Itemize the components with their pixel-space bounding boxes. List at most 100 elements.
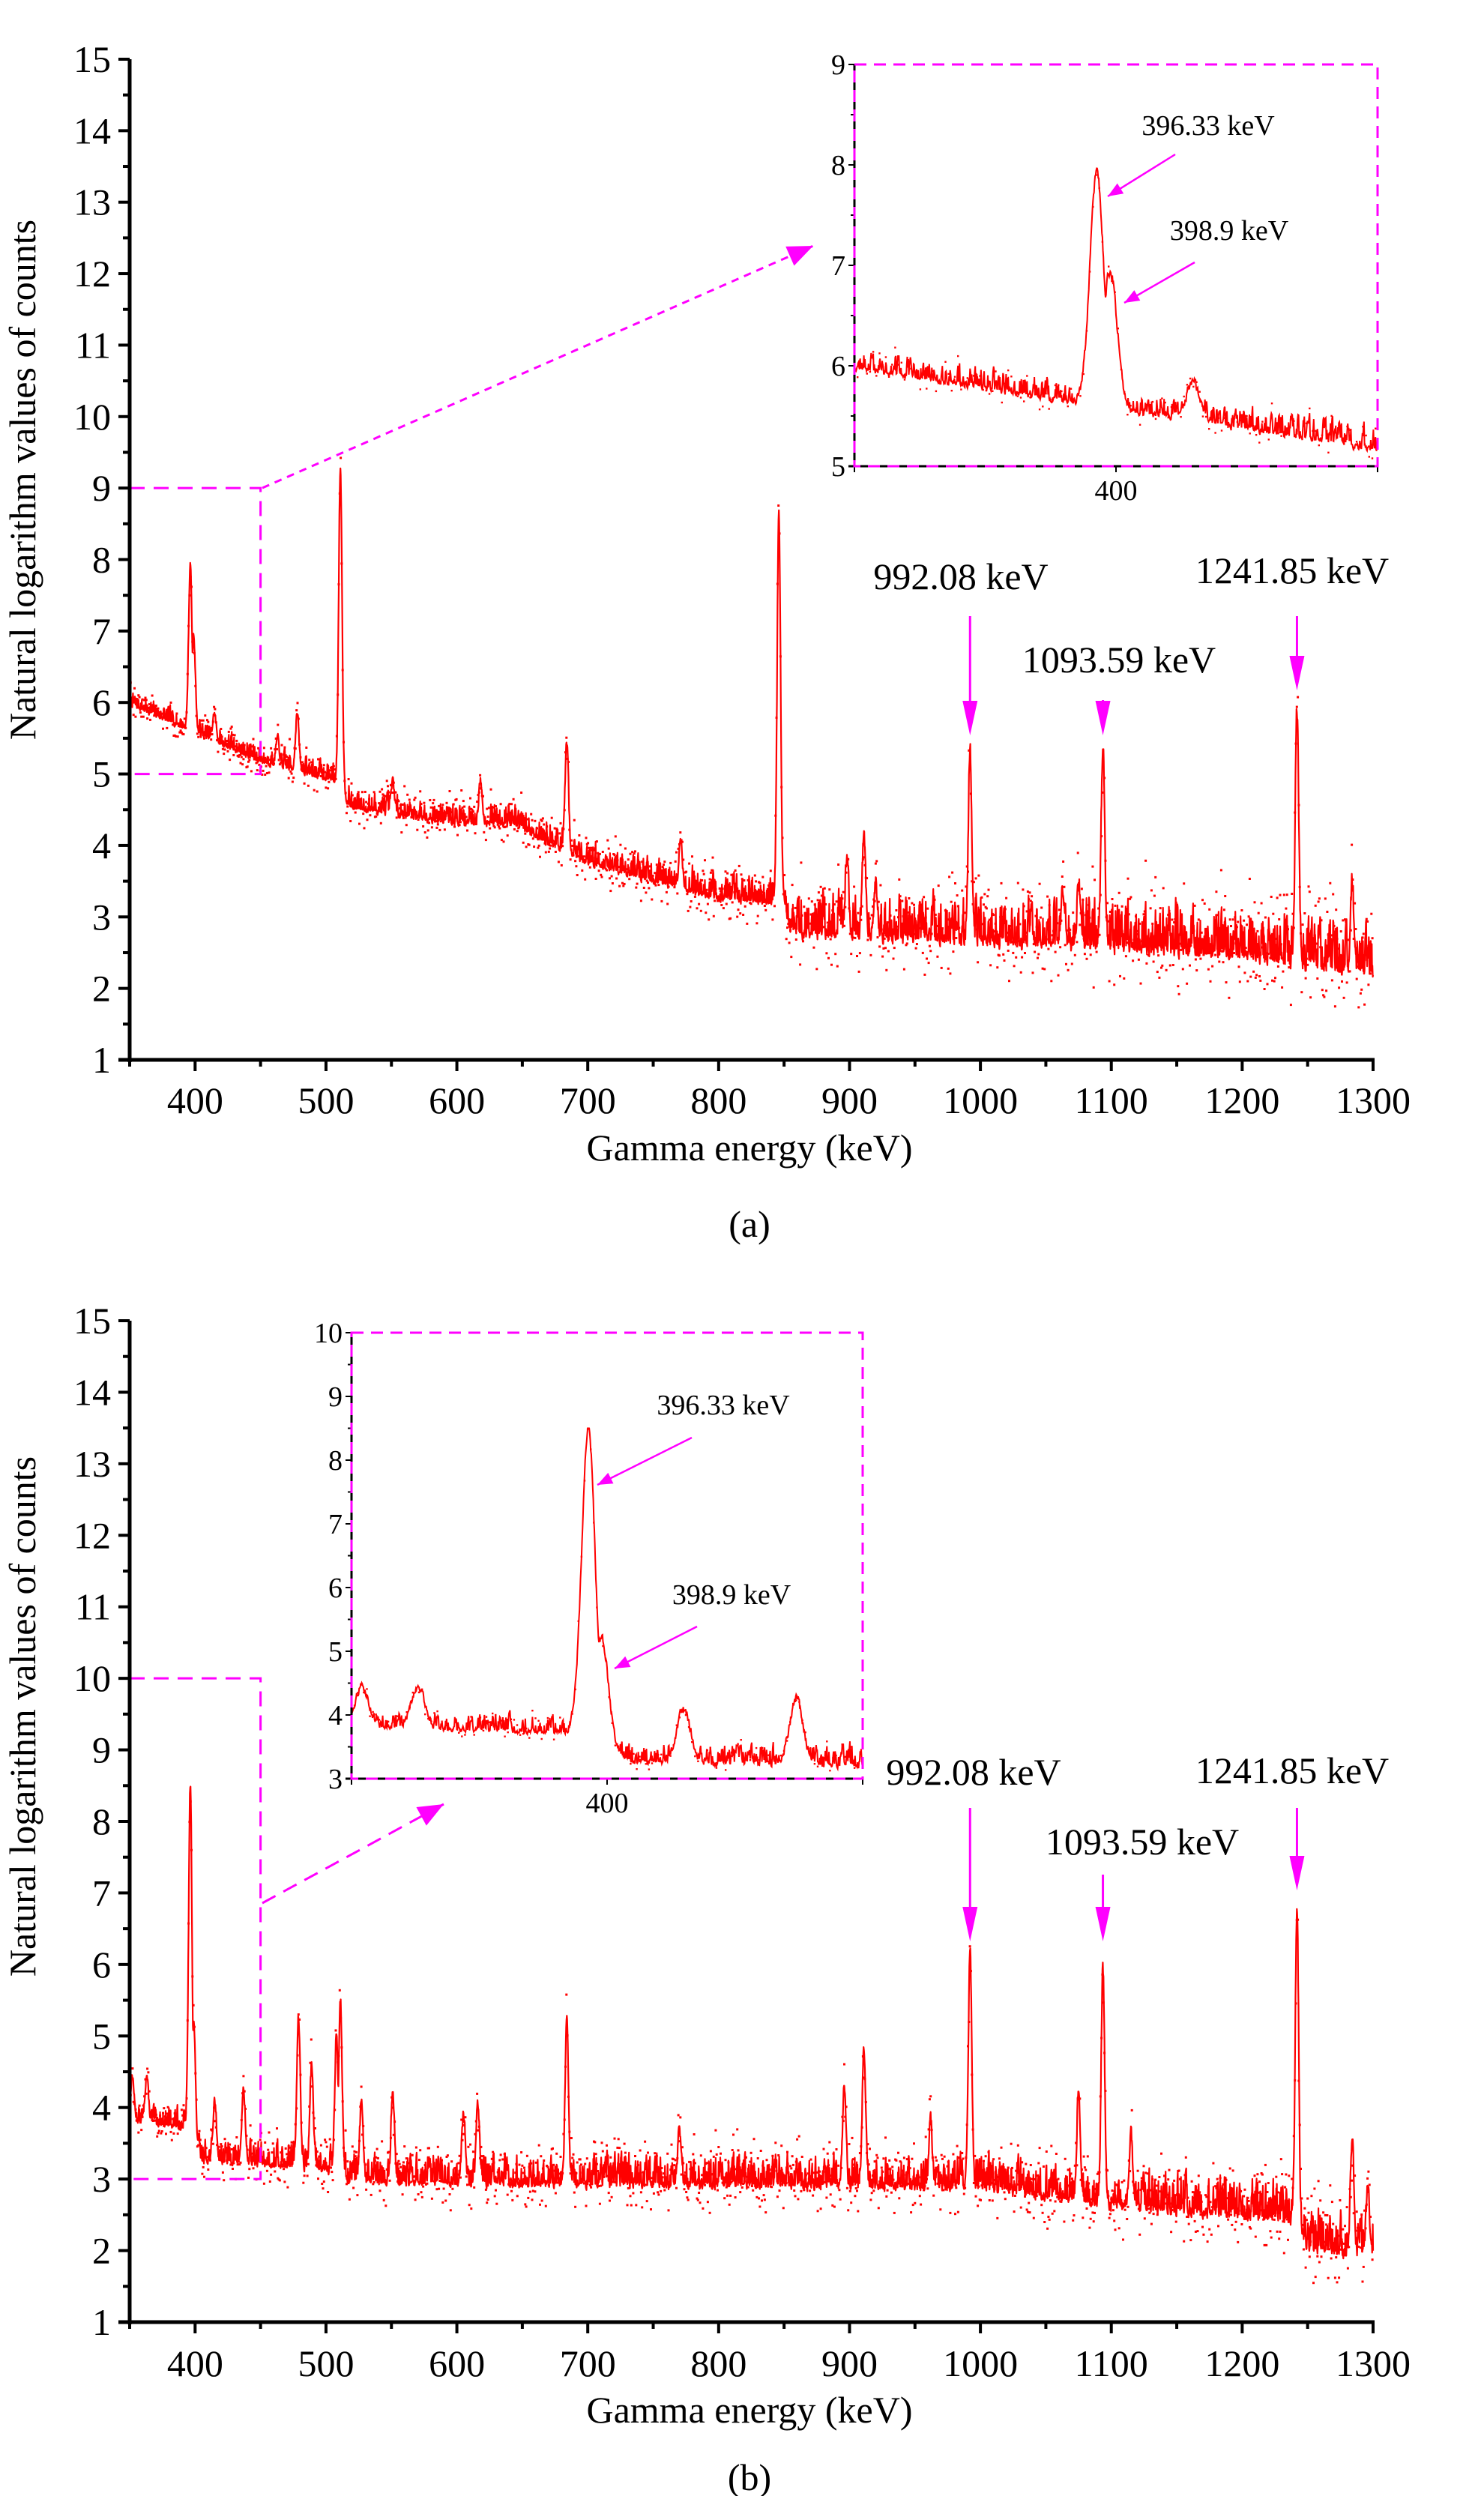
data-point — [1042, 2165, 1045, 2168]
data-point — [702, 869, 705, 872]
data-point — [1268, 2207, 1271, 2210]
data-point — [1231, 918, 1234, 921]
data-point — [1113, 983, 1116, 986]
data-point — [445, 2156, 448, 2158]
data-point — [797, 897, 800, 900]
data-point — [764, 2211, 767, 2214]
data-point — [677, 2114, 680, 2117]
inset-data-point — [522, 1733, 525, 1735]
data-point — [974, 912, 977, 915]
data-point — [1302, 948, 1305, 951]
data-point — [854, 2187, 857, 2189]
data-point — [915, 2174, 918, 2177]
data-point — [950, 900, 953, 903]
data-point — [280, 2163, 283, 2166]
data-point — [1366, 2177, 1369, 2180]
data-point — [528, 843, 531, 846]
data-point — [913, 903, 915, 906]
inset-data-point — [1321, 434, 1324, 436]
data-point — [1028, 2211, 1031, 2214]
data-point — [607, 2192, 610, 2195]
data-point — [861, 858, 864, 861]
data-point — [958, 926, 961, 929]
data-point — [290, 772, 293, 775]
data-point — [300, 768, 303, 771]
data-point — [627, 858, 630, 861]
data-point — [965, 2156, 968, 2159]
data-point — [1219, 942, 1222, 945]
data-point — [540, 819, 543, 822]
data-point — [299, 2073, 302, 2076]
data-point — [772, 2177, 775, 2180]
data-point — [1330, 934, 1333, 937]
data-point — [1351, 843, 1354, 846]
data-point — [735, 2168, 738, 2171]
inset-data-point — [1001, 401, 1003, 404]
inset-data-point — [1067, 405, 1069, 408]
data-point — [335, 2047, 338, 2050]
data-point — [614, 835, 617, 838]
data-point — [836, 965, 839, 968]
inset-data-point — [430, 1720, 432, 1722]
data-point — [392, 2133, 395, 2136]
data-point — [1067, 927, 1070, 930]
data-point — [881, 2170, 884, 2173]
data-point — [576, 874, 579, 876]
data-point — [1119, 974, 1121, 977]
data-point — [525, 845, 528, 848]
inset-data-point — [519, 1734, 522, 1736]
data-point — [690, 900, 693, 902]
data-point — [391, 792, 394, 794]
data-point — [453, 825, 456, 828]
data-point — [527, 2196, 530, 2199]
data-point — [983, 903, 985, 906]
inset-data-point — [645, 1763, 647, 1765]
inset-data-point — [926, 388, 928, 390]
data-point — [153, 714, 156, 717]
data-point — [552, 839, 554, 842]
data-point — [509, 2178, 512, 2181]
data-point — [1369, 972, 1372, 975]
data-point — [1147, 953, 1150, 956]
data-point — [660, 2189, 663, 2192]
inset-data-point — [1092, 205, 1094, 208]
data-point — [1194, 2230, 1197, 2233]
data-point — [185, 711, 188, 714]
data-point — [1168, 964, 1171, 967]
data-point — [354, 811, 357, 814]
data-point — [1187, 2222, 1190, 2225]
data-point — [322, 764, 325, 767]
data-point — [227, 2150, 230, 2153]
inset-data-point — [571, 1713, 573, 1715]
data-point — [180, 731, 183, 734]
data-point — [1345, 2206, 1348, 2209]
data-point — [857, 2210, 860, 2213]
data-point — [828, 888, 831, 891]
inset-data-point — [916, 376, 918, 378]
data-point — [1088, 2226, 1091, 2229]
data-point — [1273, 2218, 1276, 2221]
data-point — [863, 856, 866, 859]
data-point — [258, 2153, 261, 2156]
data-point — [1152, 960, 1155, 963]
data-point — [254, 757, 257, 759]
data-point — [565, 736, 568, 739]
data-point — [752, 2189, 755, 2192]
data-point — [302, 765, 305, 768]
data-point — [928, 2098, 931, 2101]
data-point — [718, 2165, 721, 2168]
data-point — [1208, 2228, 1211, 2231]
data-point — [639, 2149, 642, 2152]
data-point — [800, 2189, 803, 2192]
data-point — [381, 2140, 384, 2143]
data-point — [918, 2195, 921, 2198]
data-point — [1055, 2153, 1058, 2155]
inset-data-point — [1192, 385, 1195, 388]
data-point — [848, 2189, 851, 2192]
data-point — [1066, 929, 1069, 932]
inset-data-point — [1111, 280, 1113, 283]
data-point — [466, 2183, 468, 2186]
data-point — [650, 876, 652, 878]
data-point — [195, 2098, 198, 2101]
